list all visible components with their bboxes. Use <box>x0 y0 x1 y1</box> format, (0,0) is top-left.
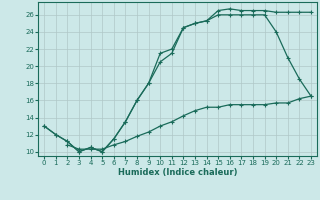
X-axis label: Humidex (Indice chaleur): Humidex (Indice chaleur) <box>118 168 237 177</box>
